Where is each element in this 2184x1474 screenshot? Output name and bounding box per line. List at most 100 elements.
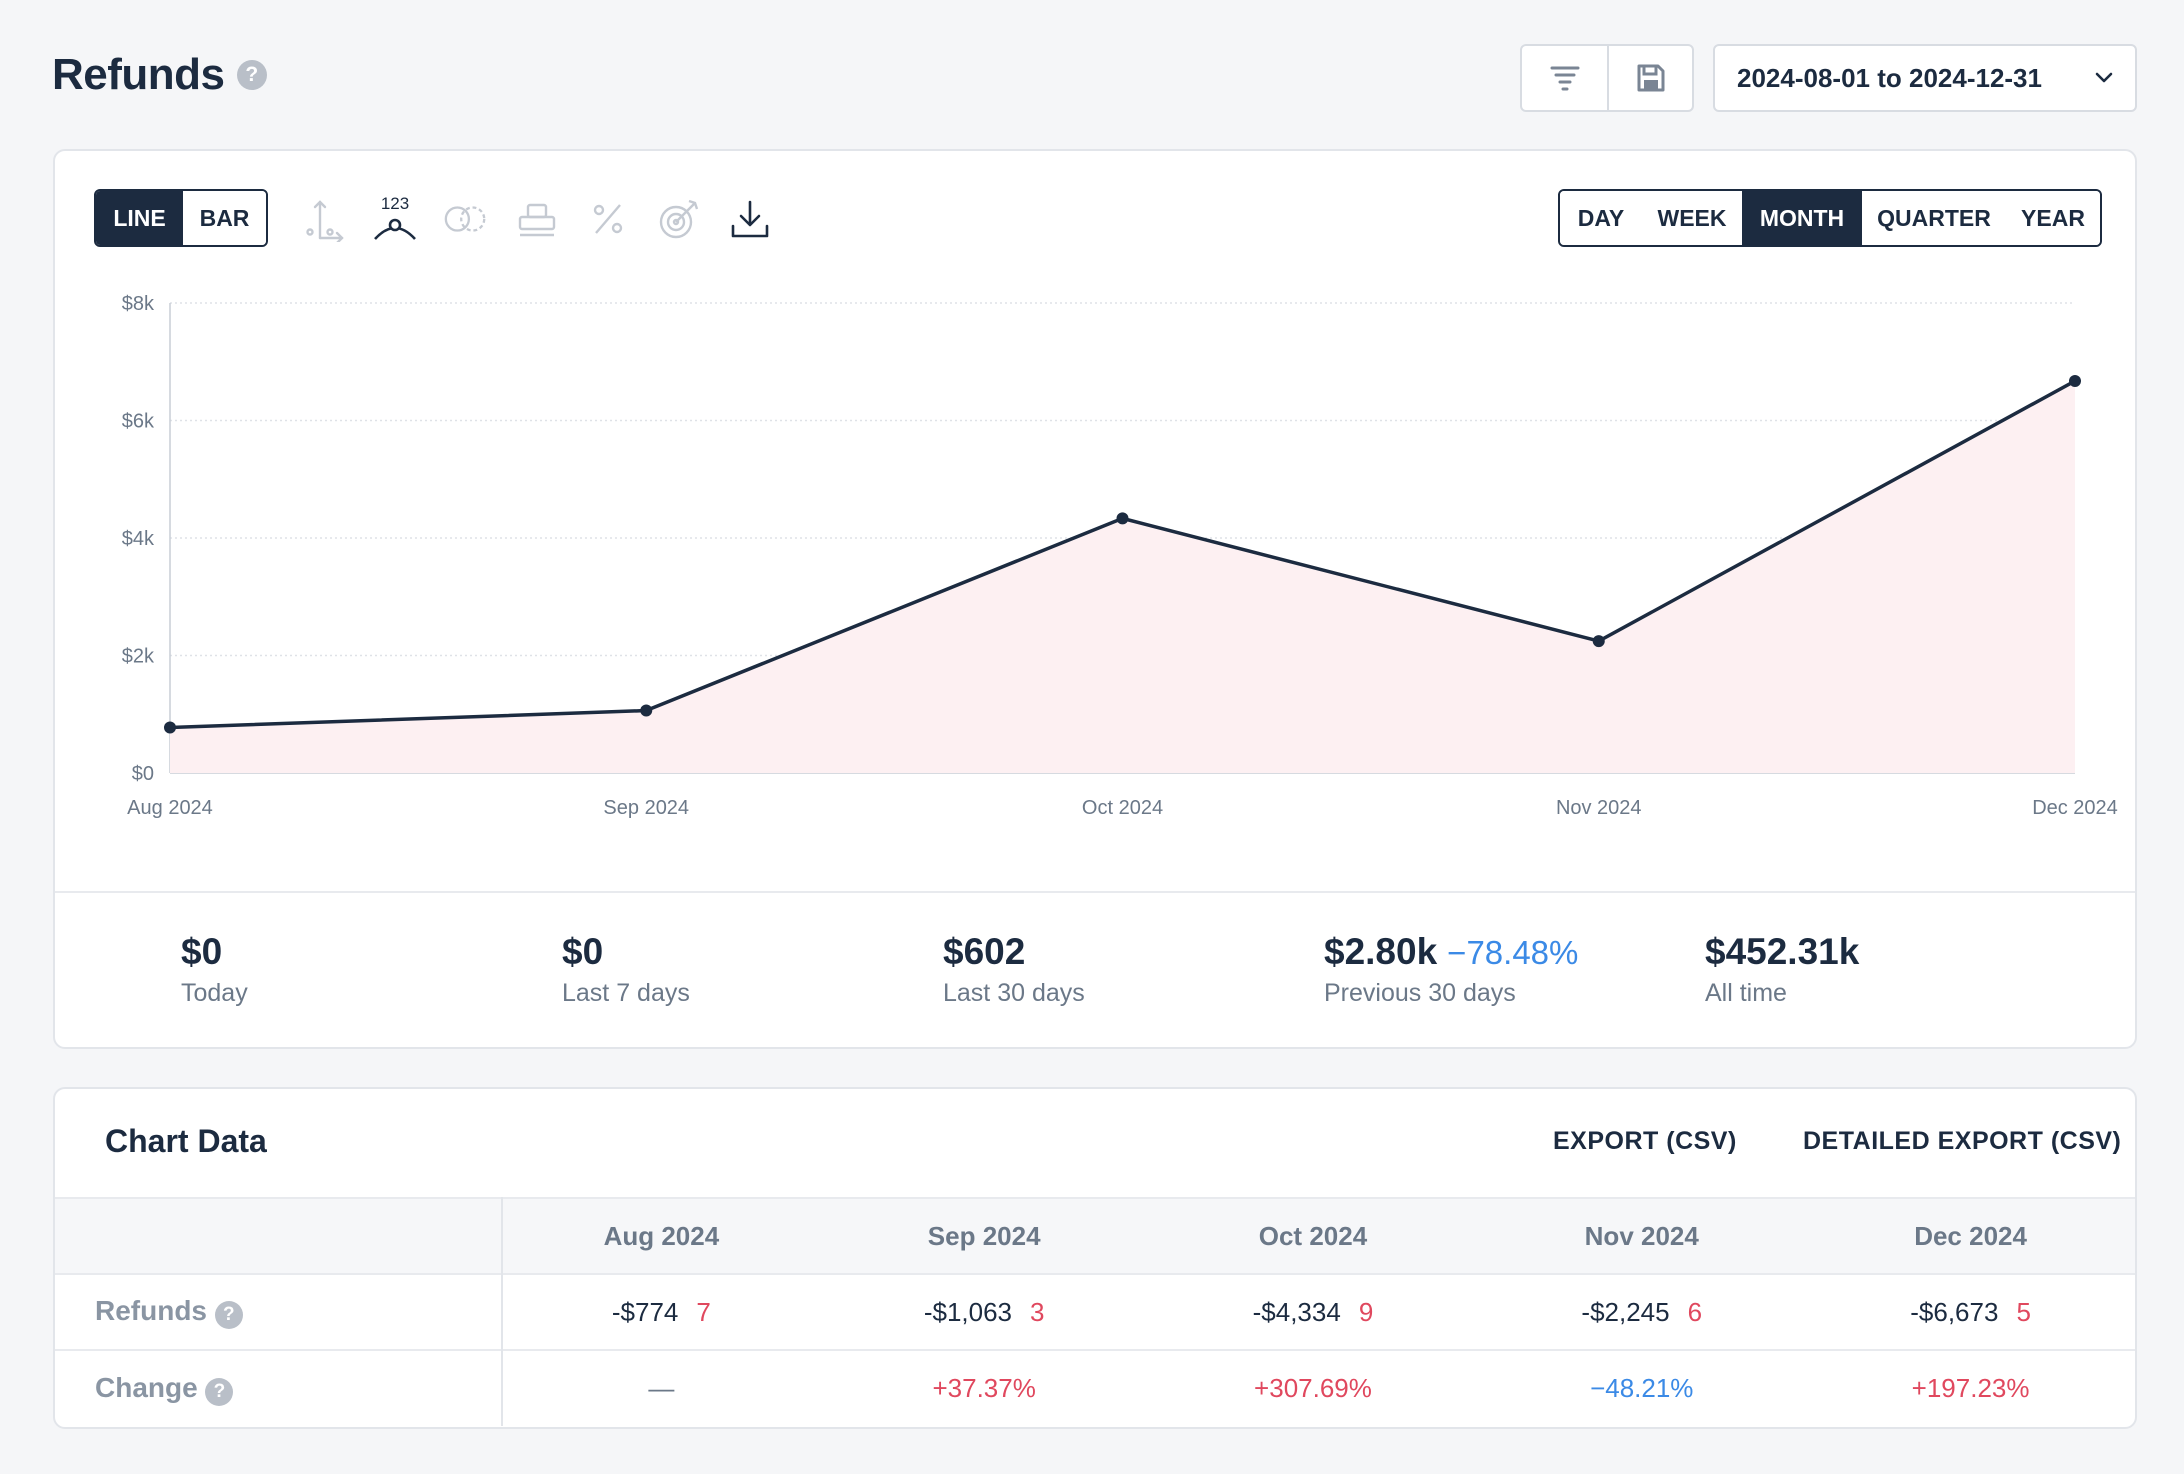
period-year[interactable]: YEAR <box>2006 191 2100 245</box>
column-header: Nov 2024 <box>1477 1197 1807 1274</box>
data-point <box>1592 635 1605 648</box>
y-tick-label: $4k <box>122 528 155 550</box>
refund-amount: -$774 <box>611 1296 679 1327</box>
chart-data-card: Chart Data EXPORT (CSV) DETAILED EXPORT … <box>53 1087 2137 1429</box>
divider <box>55 891 2135 893</box>
change-value: +307.69% <box>1254 1373 1372 1403</box>
refunds-chart: $0 $2k $4k $6k $8k Aug 2024 Sep 2024 Oct 2024 No… <box>122 293 2118 819</box>
stat-value: $452.31k <box>1705 931 1860 972</box>
goal-tool-button[interactable] <box>655 189 703 249</box>
target-icon <box>659 199 699 239</box>
refund-amount: -$6,673 <box>1910 1296 1999 1327</box>
download-button[interactable] <box>726 189 774 249</box>
refund-count: 7 <box>696 1296 711 1327</box>
date-range-select[interactable]: 2024-08-01 to 2024-12-31 <box>1713 44 2137 112</box>
stat-all-time: $452.31k All time <box>1705 931 1859 1008</box>
data-point <box>640 704 653 717</box>
period-day[interactable]: DAY <box>1560 191 1642 245</box>
help-icon[interactable]: ? <box>236 60 267 90</box>
chart-type-bar[interactable]: BAR <box>183 191 266 245</box>
stat-previous-30-days: $2.80k −78.48% Previous 30 days <box>1324 931 1578 1008</box>
stat-change: −78.48% <box>1447 934 1579 971</box>
period-month[interactable]: MONTH <box>1742 191 1862 245</box>
series-area <box>170 380 2075 773</box>
column-header: Sep 2024 <box>819 1197 1149 1274</box>
chart-type-line[interactable]: LINE <box>96 191 183 245</box>
refund-amount: -$1,063 <box>923 1296 1013 1327</box>
help-icon[interactable]: ? <box>205 1377 234 1406</box>
filter-button[interactable] <box>1522 46 1607 110</box>
table-cell: -$6,673 5 <box>1806 1273 2135 1350</box>
stat-today: $0 Today <box>181 931 248 1008</box>
stat-last-7-days: $0 Last 7 days <box>562 931 690 1008</box>
period-week[interactable]: WEEK <box>1642 191 1742 245</box>
table-header-row: Aug 2024 Sep 2024 Oct 2024 Nov 2024 Dec … <box>55 1197 2135 1274</box>
export-csv-button[interactable]: EXPORT (CSV) <box>1553 1127 1737 1155</box>
refund-count: 3 <box>1030 1296 1045 1327</box>
column-header: Aug 2024 <box>502 1197 820 1274</box>
row-label-text: Change <box>95 1371 198 1403</box>
compare-tool-button[interactable] <box>442 189 490 249</box>
date-range-value: 2024-08-01 to 2024-12-31 <box>1737 62 2042 93</box>
chevron-down-icon <box>2095 72 2113 83</box>
stat-label: Today <box>181 979 248 1007</box>
save-icon <box>1637 64 1664 92</box>
table-corner-cell <box>55 1197 503 1274</box>
stat-label: Previous 30 days <box>1324 979 1516 1007</box>
y-tick-label: $6k <box>122 411 155 433</box>
x-tick-label: Oct 2024 <box>1082 797 1163 819</box>
table-cell: -$2,245 6 <box>1477 1273 1807 1350</box>
x-tick-label: Aug 2024 <box>127 797 213 819</box>
table-cell: +197.23% <box>1806 1349 2135 1426</box>
axis-tool-button[interactable] <box>300 189 348 249</box>
detailed-export-csv-button[interactable]: DETAILED EXPORT (CSV) <box>1803 1127 2122 1155</box>
x-tick-label: Nov 2024 <box>1556 797 1642 819</box>
table-cell: +37.37% <box>819 1349 1149 1426</box>
stat-label: Last 30 days <box>943 979 1085 1007</box>
download-icon <box>731 200 769 238</box>
help-icon[interactable]: ? <box>214 1301 243 1329</box>
axis-icon <box>306 200 344 242</box>
refund-amount: -$2,245 <box>1581 1296 1670 1327</box>
change-value: — <box>648 1373 675 1403</box>
row-label: Refunds ? <box>55 1273 503 1350</box>
stat-last-30-days: $602 Last 30 days <box>943 931 1085 1008</box>
save-button[interactable] <box>1607 46 1692 110</box>
stat-value: $602 <box>943 931 1026 972</box>
y-tick-label: $2k <box>122 646 155 668</box>
table-row-refunds: Refunds ? -$774 7 -$1,063 3 -$4,334 9 -$2,2… <box>55 1273 2135 1350</box>
page-title: Refunds ? <box>52 50 267 100</box>
table-cell: — <box>502 1349 820 1426</box>
table-cell: -$1,063 3 <box>819 1273 1149 1350</box>
change-value: −48.21% <box>1590 1373 1694 1403</box>
stack-tool-button[interactable] <box>513 189 561 249</box>
row-label-text: Refunds <box>95 1295 207 1326</box>
period-quarter[interactable]: QUARTER <box>1862 191 2006 245</box>
refund-count: 6 <box>1687 1296 1703 1327</box>
row-label: Change ? <box>55 1349 503 1426</box>
chart-data-table: Aug 2024 Sep 2024 Oct 2024 Nov 2024 Dec … <box>55 1197 2135 1426</box>
stat-value: $0 <box>181 931 223 972</box>
refund-count: 5 <box>2016 1296 2031 1327</box>
y-tick-label: $0 <box>132 763 154 785</box>
table-cell: +307.69% <box>1148 1349 1478 1426</box>
percent-tool-button[interactable] <box>584 189 632 249</box>
table-cell: −48.21% <box>1477 1349 1807 1426</box>
chart-card: LINE BAR 123 DAY WEEK MONTH QUARTER YEAR… <box>53 149 2137 1049</box>
table-cell: -$4,334 9 <box>1148 1273 1478 1350</box>
change-value: +37.37% <box>932 1373 1036 1403</box>
data-point <box>2069 374 2081 387</box>
filter-icon <box>1550 66 1579 91</box>
data-labels-button[interactable]: 123 <box>371 189 419 249</box>
column-header: Oct 2024 <box>1148 1197 1478 1274</box>
percent-icon <box>593 204 623 234</box>
x-tick-label: Dec 2024 <box>2032 797 2118 819</box>
y-tick-label: $8k <box>122 293 155 315</box>
page-title-text: Refunds <box>52 50 225 99</box>
change-value: +197.23% <box>1911 1373 2030 1403</box>
chart-type-toggle: LINE BAR <box>94 189 268 247</box>
stat-label: All time <box>1705 979 1787 1007</box>
data-point <box>164 721 176 734</box>
data-labels-icon-text: 123 <box>381 194 409 213</box>
column-header: Dec 2024 <box>1806 1197 2135 1274</box>
